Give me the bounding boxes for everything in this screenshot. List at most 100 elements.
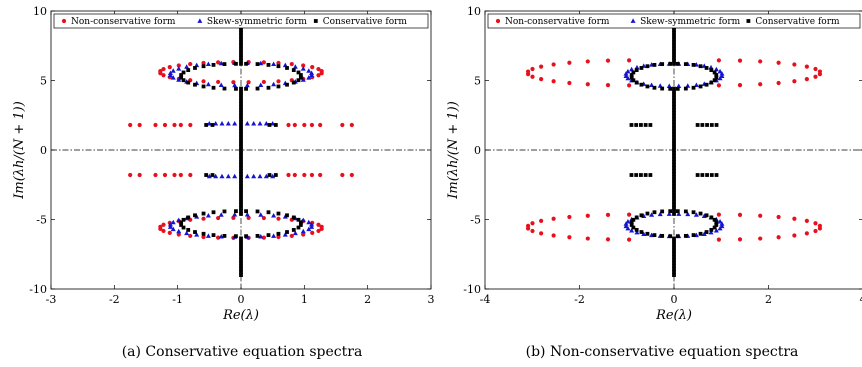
data-point (244, 209, 248, 214)
data-point (239, 52, 243, 57)
data-point (675, 86, 680, 91)
data-point (239, 181, 243, 186)
data-point (672, 156, 676, 161)
data-point (804, 218, 809, 223)
data-point (685, 83, 691, 88)
data-point (261, 79, 266, 85)
data-point (222, 86, 227, 91)
data-point (804, 64, 809, 69)
data-point (672, 92, 676, 97)
data-point (705, 173, 709, 177)
data-point (219, 120, 225, 126)
data-point (629, 223, 634, 227)
data-point (649, 212, 655, 217)
data-point (181, 225, 186, 230)
data-point (585, 82, 590, 87)
data-point (244, 61, 248, 66)
data-point (167, 70, 173, 75)
data-point (672, 86, 676, 91)
data-point (179, 223, 184, 227)
legend-box (487, 13, 861, 29)
data-point (672, 153, 676, 158)
data-point (672, 95, 676, 100)
data-point (210, 173, 215, 177)
data-point (714, 223, 719, 227)
y-tick-label: -10 (29, 283, 47, 296)
data-point (639, 230, 644, 234)
data-point (213, 120, 219, 126)
data-point (296, 225, 301, 230)
data-point (672, 190, 676, 195)
data-point (211, 233, 216, 237)
data-point (716, 212, 721, 217)
data-point (716, 83, 721, 88)
data-point (704, 66, 709, 70)
data-point (672, 169, 676, 174)
data-point (713, 228, 719, 233)
data-point (672, 46, 676, 51)
data-point (309, 224, 315, 229)
data-point (239, 175, 243, 180)
data-point (239, 150, 243, 155)
data-point (713, 66, 719, 72)
data-point (239, 86, 243, 91)
data-point (758, 59, 763, 64)
data-point (239, 95, 243, 100)
series-square (629, 25, 719, 277)
data-point (631, 78, 636, 83)
data-point (627, 83, 632, 88)
data-point (285, 66, 289, 70)
data-point (239, 257, 243, 262)
data-point (261, 235, 266, 240)
legend-marker (746, 19, 751, 23)
data-point (213, 173, 219, 179)
data-point (639, 123, 643, 127)
data-point (666, 211, 672, 216)
data-point (691, 85, 696, 90)
data-point (153, 122, 158, 128)
data-point (704, 213, 709, 218)
data-point (652, 210, 657, 215)
data-point (239, 273, 243, 277)
data-point (605, 82, 611, 88)
data-point (167, 224, 173, 229)
data-point (551, 233, 556, 238)
data-point (719, 73, 725, 79)
data-point (672, 254, 676, 259)
data-point (712, 70, 717, 75)
data-point (270, 173, 276, 179)
data-point (672, 31, 676, 36)
data-point (244, 82, 250, 88)
y-tick-label: 10 (33, 5, 47, 18)
data-point (239, 264, 243, 268)
data-point (672, 181, 676, 186)
data-point (239, 31, 243, 36)
data-point (193, 66, 197, 70)
data-point (719, 71, 725, 76)
data-point (239, 34, 243, 39)
data-point (551, 79, 556, 84)
data-point (239, 135, 243, 140)
data-point (234, 234, 238, 239)
data-point (167, 72, 173, 78)
data-point (161, 73, 166, 78)
data-point (605, 237, 611, 242)
data-point (776, 214, 781, 220)
data-point (672, 178, 676, 183)
data-point (672, 212, 676, 216)
data-point (167, 230, 172, 235)
data-point (567, 214, 572, 220)
data-point (289, 233, 294, 239)
data-point (271, 212, 277, 218)
x-tick-label: 0 (671, 293, 678, 306)
data-point (239, 236, 243, 241)
data-point (631, 217, 636, 222)
data-point (292, 122, 297, 128)
data-point (605, 58, 611, 63)
data-point (672, 123, 676, 128)
data-point (291, 228, 296, 232)
data-point (672, 101, 676, 106)
data-point (666, 83, 672, 88)
data-point (695, 173, 700, 177)
data-point (714, 123, 719, 127)
